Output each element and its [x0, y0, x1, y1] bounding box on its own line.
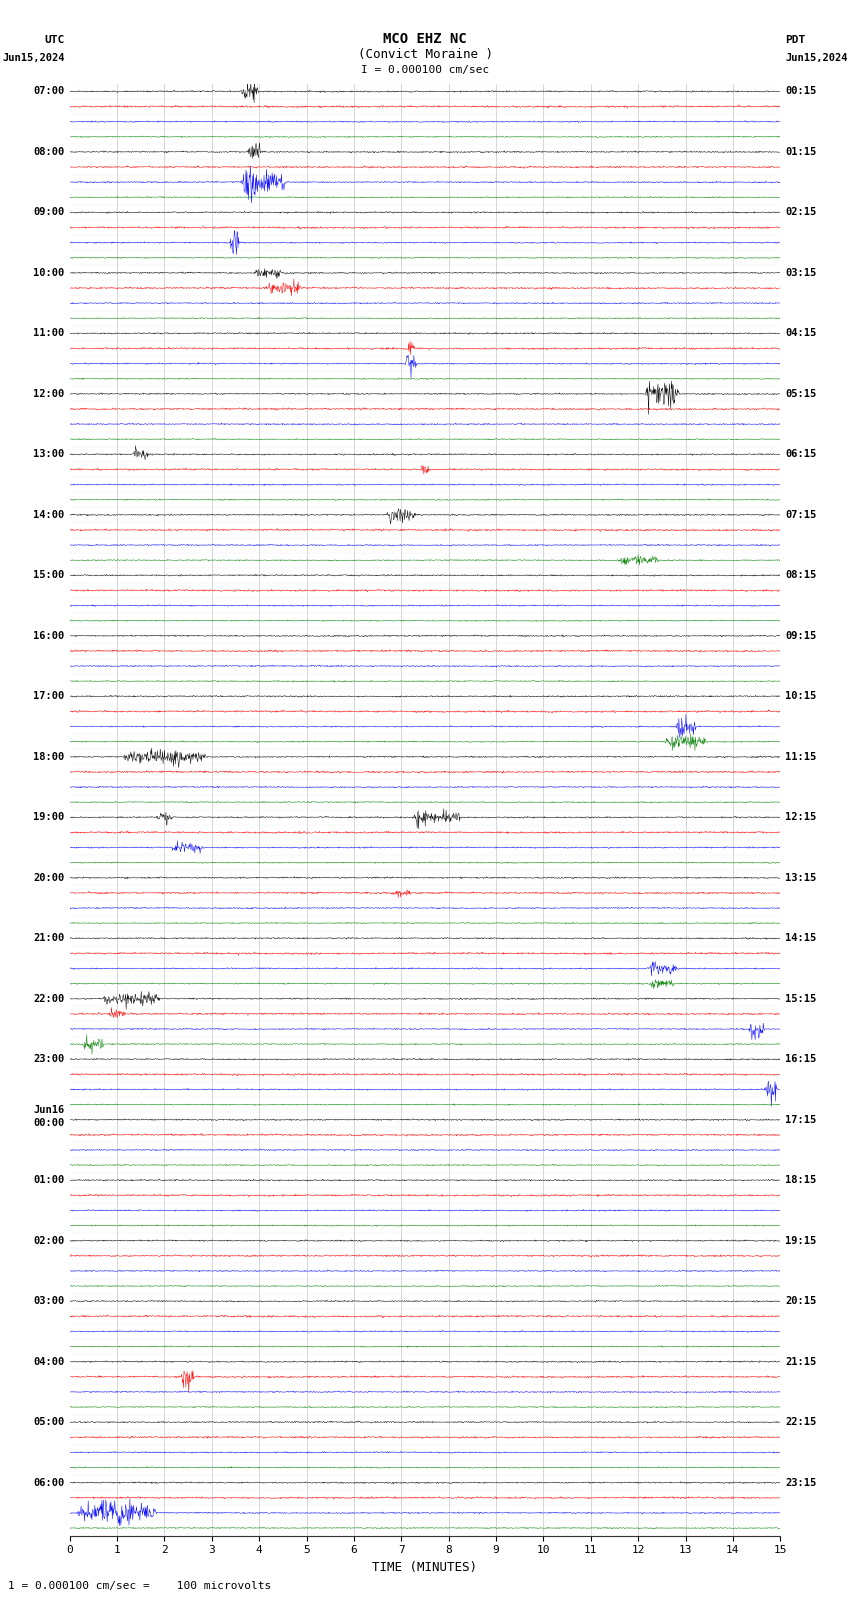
Text: 09:15: 09:15 — [785, 631, 817, 640]
Text: 00:00: 00:00 — [33, 1118, 65, 1127]
Text: 14:00: 14:00 — [33, 510, 65, 519]
Text: PDT: PDT — [785, 35, 806, 45]
Text: 10:15: 10:15 — [785, 692, 817, 702]
Text: 05:15: 05:15 — [785, 389, 817, 398]
Text: 04:00: 04:00 — [33, 1357, 65, 1366]
Text: 07:00: 07:00 — [33, 87, 65, 97]
Text: 10:00: 10:00 — [33, 268, 65, 277]
Text: 12:00: 12:00 — [33, 389, 65, 398]
Text: Jun16: Jun16 — [33, 1105, 65, 1115]
Text: 06:15: 06:15 — [785, 450, 817, 460]
Text: 05:00: 05:00 — [33, 1418, 65, 1428]
Text: MCO EHZ NC: MCO EHZ NC — [383, 32, 467, 47]
Text: 11:00: 11:00 — [33, 329, 65, 339]
Text: 07:15: 07:15 — [785, 510, 817, 519]
Text: 15:00: 15:00 — [33, 571, 65, 581]
Text: 1 = 0.000100 cm/sec =    100 microvolts: 1 = 0.000100 cm/sec = 100 microvolts — [8, 1581, 272, 1590]
Text: 04:15: 04:15 — [785, 329, 817, 339]
Text: 20:00: 20:00 — [33, 873, 65, 882]
Text: 18:00: 18:00 — [33, 752, 65, 761]
Text: (Convict Moraine ): (Convict Moraine ) — [358, 48, 492, 61]
Text: 13:15: 13:15 — [785, 873, 817, 882]
Text: 17:00: 17:00 — [33, 692, 65, 702]
Text: 16:00: 16:00 — [33, 631, 65, 640]
Text: 21:15: 21:15 — [785, 1357, 817, 1366]
Text: 17:15: 17:15 — [785, 1115, 817, 1124]
Text: 00:15: 00:15 — [785, 87, 817, 97]
X-axis label: TIME (MINUTES): TIME (MINUTES) — [372, 1561, 478, 1574]
Text: Jun15,2024: Jun15,2024 — [2, 53, 65, 63]
Text: 02:15: 02:15 — [785, 208, 817, 218]
Text: 19:15: 19:15 — [785, 1236, 817, 1245]
Text: 13:00: 13:00 — [33, 450, 65, 460]
Text: 16:15: 16:15 — [785, 1055, 817, 1065]
Text: 02:00: 02:00 — [33, 1236, 65, 1245]
Text: 23:15: 23:15 — [785, 1478, 817, 1487]
Text: 03:00: 03:00 — [33, 1297, 65, 1307]
Text: Jun15,2024: Jun15,2024 — [785, 53, 848, 63]
Text: 23:00: 23:00 — [33, 1055, 65, 1065]
Text: 20:15: 20:15 — [785, 1297, 817, 1307]
Text: 22:00: 22:00 — [33, 994, 65, 1003]
Text: I = 0.000100 cm/sec: I = 0.000100 cm/sec — [361, 65, 489, 74]
Text: 22:15: 22:15 — [785, 1418, 817, 1428]
Text: 08:15: 08:15 — [785, 571, 817, 581]
Text: 21:00: 21:00 — [33, 934, 65, 944]
Text: 12:15: 12:15 — [785, 813, 817, 823]
Text: 19:00: 19:00 — [33, 813, 65, 823]
Text: 14:15: 14:15 — [785, 934, 817, 944]
Text: 01:15: 01:15 — [785, 147, 817, 156]
Text: 15:15: 15:15 — [785, 994, 817, 1003]
Text: 08:00: 08:00 — [33, 147, 65, 156]
Text: 06:00: 06:00 — [33, 1478, 65, 1487]
Text: 18:15: 18:15 — [785, 1176, 817, 1186]
Text: 11:15: 11:15 — [785, 752, 817, 761]
Text: 01:00: 01:00 — [33, 1176, 65, 1186]
Text: 09:00: 09:00 — [33, 208, 65, 218]
Text: 03:15: 03:15 — [785, 268, 817, 277]
Text: UTC: UTC — [44, 35, 65, 45]
